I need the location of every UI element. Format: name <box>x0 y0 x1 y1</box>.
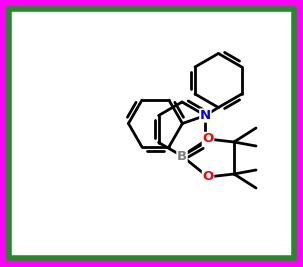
Text: B: B <box>177 150 187 163</box>
Text: N: N <box>200 109 211 122</box>
Text: O: O <box>202 132 214 146</box>
Text: O: O <box>202 171 214 183</box>
